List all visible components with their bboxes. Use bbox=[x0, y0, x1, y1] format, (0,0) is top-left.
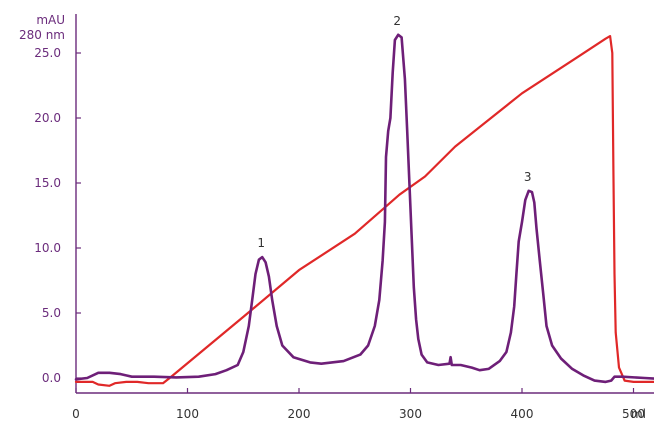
absorbance-series-line bbox=[74, 33, 654, 384]
tick-marks bbox=[75, 52, 635, 393]
x-tick-label: 0 bbox=[72, 407, 80, 421]
axes bbox=[75, 14, 654, 394]
peak-label: 2 bbox=[393, 14, 401, 28]
x-tick-label: 100 bbox=[176, 407, 199, 421]
gradient-series-line bbox=[74, 35, 654, 387]
y-tick-label: 0.0 bbox=[42, 371, 61, 385]
y-tick-label: 20.0 bbox=[34, 111, 61, 125]
x-tick-label: 400 bbox=[511, 407, 534, 421]
peak-label: 3 bbox=[524, 170, 532, 184]
y-axis-wavelength-label: 280 nm bbox=[19, 28, 65, 42]
x-axis-unit-label: ml bbox=[631, 407, 646, 421]
peak-labels: 1 2 3 bbox=[257, 14, 531, 250]
tick-labels: 0.0 5.0 10.0 15.0 20.0 25.0 0 100 200 300 400 500 bbox=[34, 46, 645, 421]
y-tick-label: 15.0 bbox=[34, 176, 61, 190]
x-tick-label: 300 bbox=[399, 407, 422, 421]
y-tick-label: 5.0 bbox=[42, 306, 61, 320]
peak-label: 1 bbox=[257, 236, 265, 250]
y-axis-unit-label: mAU bbox=[36, 13, 65, 27]
x-tick-label: 200 bbox=[288, 407, 311, 421]
x-tick-label: 500 bbox=[622, 407, 645, 421]
y-tick-label: 25.0 bbox=[34, 46, 61, 60]
y-tick-label: 10.0 bbox=[34, 241, 61, 255]
series-lines bbox=[74, 33, 654, 387]
